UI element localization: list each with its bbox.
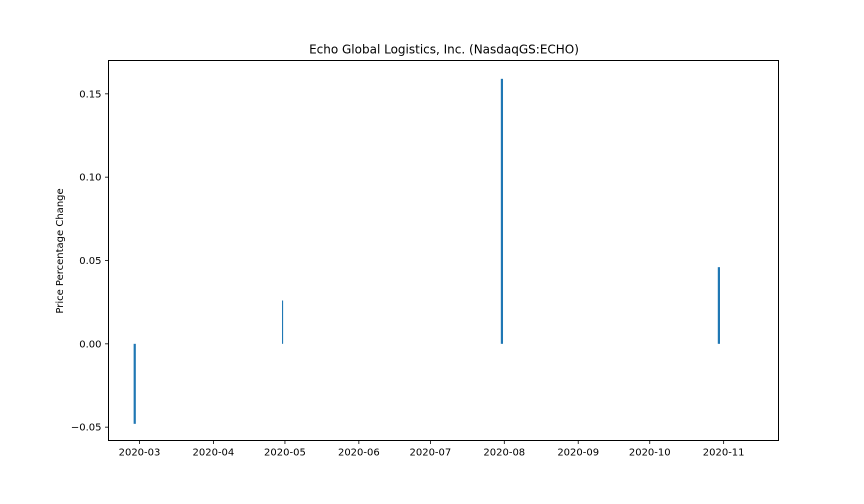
x-tick-label-1: 2020-04 [193, 448, 235, 459]
x-tick-label-4: 2020-07 [409, 448, 451, 459]
x-tick-label-2: 2020-05 [264, 448, 306, 459]
bar-0 [133, 343, 136, 424]
y-tick-label-2: 0.05 [79, 256, 101, 267]
y-axis: −0.05 0.00 0.05 0.10 0.15 [71, 89, 109, 434]
bars-group [133, 78, 720, 424]
x-tick-label-3: 2020-06 [338, 448, 380, 459]
x-tick-label-8: 2020-11 [703, 448, 745, 459]
x-axis: 2020-03 2020-04 2020-05 2020-06 2020-07 2020-… [119, 440, 745, 459]
y-tick-label-3: 0.10 [79, 173, 101, 184]
y-tick-label-0: −0.05 [71, 423, 102, 434]
x-tick-label-0: 2020-03 [119, 448, 161, 459]
bar-1 [282, 300, 284, 344]
bar-3 [717, 267, 720, 344]
y-tick-label-1: 0.00 [79, 339, 101, 350]
y-axis-label: Price Percentage Change [55, 188, 66, 313]
x-tick-label-7: 2020-10 [629, 448, 671, 459]
x-tick-label-5: 2020-08 [483, 448, 525, 459]
chart-title: Echo Global Logistics, Inc. (NasdaqGS:EC… [309, 43, 579, 57]
plot-frame [108, 60, 779, 441]
x-tick-label-6: 2020-09 [557, 448, 599, 459]
bar-2 [500, 78, 504, 344]
y-tick-label-4: 0.15 [79, 89, 101, 100]
